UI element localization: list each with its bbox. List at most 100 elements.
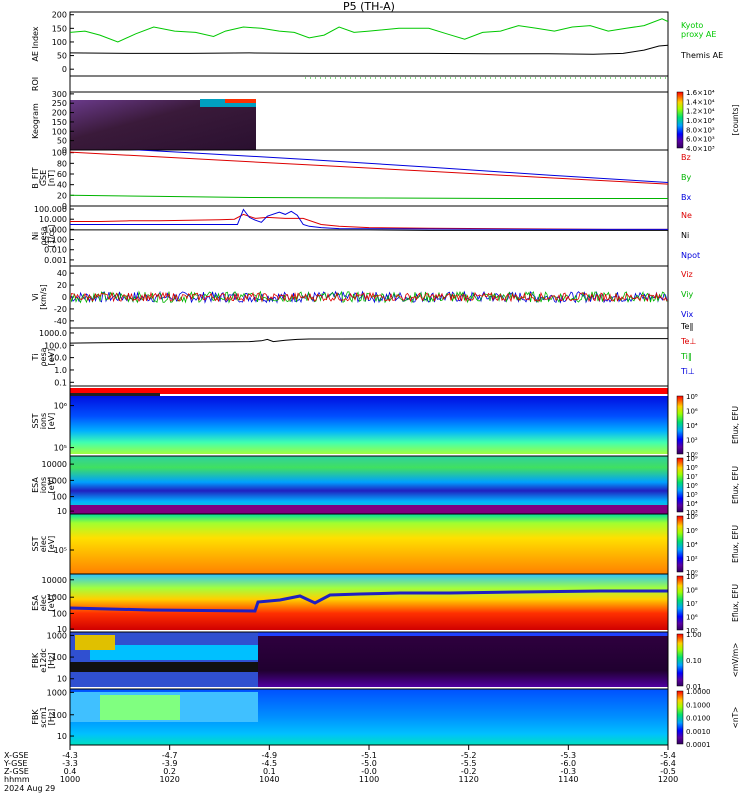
legend-temperature-2-0: Ti‖ — [680, 352, 692, 361]
sst-ion-red-band — [70, 388, 668, 394]
xtick-label-0-0: -4.3 — [62, 751, 78, 760]
ytick-label-velocity-4: -40 — [54, 317, 67, 326]
colorbar-label-sst-electron-4: 10⁰ — [686, 569, 698, 577]
ytick-label-fbk-b-2: 10 — [57, 732, 67, 741]
legend-temperature-0-0: Te‖ — [680, 322, 693, 331]
colorbar-label-fbk-e-1: 0.10 — [686, 657, 702, 665]
esa-ion-spectrogram — [70, 456, 668, 514]
ytick-label-keogram-2: 200 — [52, 109, 67, 118]
ytick-label-keogram-6: 0 — [62, 146, 67, 155]
colorbar-label-esa-ion-6: 10³ — [686, 509, 698, 517]
panel-frame-ae — [69, 11, 669, 77]
colorbar-label-esa-ion-1: 10⁸ — [686, 464, 698, 472]
ytick-label-esa-ion-3: 10 — [57, 507, 67, 516]
keogram-bright-core — [225, 99, 256, 103]
x-row-label-0: X-GSE — [4, 751, 29, 760]
ylabel-sst-electron-2: [eV] — [47, 536, 56, 553]
colorbar-label-sst-ion-1: 10⁶ — [686, 408, 698, 416]
series-bfit-bz — [70, 151, 668, 185]
xtick-label-6-2: -0.5 — [660, 767, 676, 776]
legend-velocity-0-0: Viz — [681, 270, 693, 279]
xtick-label-3-3: 1100 — [359, 775, 379, 784]
ylabel-temperature-0: Ti — [31, 354, 40, 362]
colorbar-label-fbk-b-4: 0.0001 — [686, 741, 711, 749]
fbk-e-top-band — [258, 632, 668, 636]
colorbar-unit-esa-electron: Eflux, EFU — [731, 584, 740, 622]
ylabel-sst-ion-0: SST — [31, 413, 40, 428]
esa-ion-low-band — [70, 505, 668, 514]
ylabel-esa-ion-1: ions — [39, 477, 48, 493]
ytick-label-velocity-0: 40 — [57, 269, 67, 278]
colorbar-label-esa-ion-3: 10⁶ — [686, 482, 698, 490]
colorbar-label-fbk-b-2: 0.0100 — [686, 715, 711, 723]
ylabel-density-1: ρesa — [39, 226, 48, 245]
colorbar-label-fbk-e-0: 1.00 — [686, 631, 702, 639]
colorbar-label-keogram-3: 1.0×10⁴ — [686, 117, 715, 125]
colorbar-label-keogram-6: 4.0×10³ — [686, 145, 715, 153]
ytick-label-density-0: 100.000 — [34, 205, 67, 214]
xtick-label-6-0: -5.4 — [660, 751, 676, 760]
colorbar-label-sst-electron-3: 10² — [686, 555, 698, 563]
colorbar-fbk-e — [676, 633, 684, 687]
ylabel-fbk-b-0: FBK — [31, 709, 40, 725]
legend-ae-1-0: Themis AE — [680, 51, 723, 60]
ytick-label-esa-ion-1: 1000 — [47, 476, 67, 485]
xtick-label-2-3: 1040 — [259, 775, 279, 784]
colorbar-esa-ion — [676, 457, 684, 513]
ytick-label-sst-ion-1: 10⁵ — [54, 444, 67, 453]
colorbar-label-sst-electron-1: 10⁶ — [686, 527, 698, 535]
colorbar-label-fbk-b-0: 1.0000 — [686, 688, 711, 696]
ytick-label-density-3: 0.100 — [44, 236, 67, 245]
xtick-label-3-0: -5.1 — [361, 751, 377, 760]
colorbar-label-keogram-5: 6.0×10³ — [686, 136, 715, 144]
ylabel-density-2: [1/cc] — [47, 225, 56, 248]
legend-velocity-1-0: Viy — [681, 290, 694, 299]
ylabel-keogram-0: Keogram — [31, 103, 40, 139]
xtick-label-2-2: 0.1 — [263, 767, 276, 776]
ytick-label-bfit-1: 80 — [57, 159, 67, 168]
ylabel-sst-electron-1: elec — [39, 536, 48, 552]
ytick-label-bfit-3: 40 — [57, 181, 67, 190]
series-density-ne — [70, 213, 668, 230]
colorbar-sst-ion — [676, 395, 684, 455]
fbk-e-early-mid — [90, 645, 258, 660]
colorbar-unit-keogram: [counts] — [731, 104, 740, 135]
xtick-label-1-1: -3.9 — [162, 759, 178, 768]
xtick-label-4-1: -5.5 — [461, 759, 477, 768]
ytick-label-temperature-3: 1.0 — [54, 366, 67, 375]
ylabel-sst-ion-1: ions — [39, 413, 48, 429]
ytick-label-ae-1: 150 — [52, 24, 67, 33]
ytick-label-ae-3: 50 — [57, 52, 67, 61]
ytick-label-bfit-4: 20 — [57, 191, 67, 200]
ytick-label-keogram-3: 150 — [52, 118, 67, 127]
ytick-label-velocity-2: 0 — [62, 293, 67, 302]
legend-bfit-1-0: By — [681, 173, 691, 182]
ytick-label-ae-2: 100 — [52, 38, 67, 47]
sst-ion-dark-band — [70, 393, 160, 396]
ylabel-temperature-2: [eV] — [47, 349, 56, 366]
legend-density-0-0: Ne — [681, 211, 692, 220]
ytick-label-ae-4: 0 — [62, 65, 67, 74]
colorbar-label-esa-electron-1: 10⁸ — [686, 587, 698, 595]
colorbar-label-sst-ion-3: 10² — [686, 437, 698, 445]
legend-bfit-2-0: Bx — [681, 193, 691, 202]
colorbar-esa-electron — [676, 575, 684, 631]
xtick-label-4-2: -0.2 — [461, 767, 477, 776]
xtick-label-5-3: 1140 — [558, 775, 578, 784]
ytick-label-temperature-0: 1000.0 — [39, 329, 67, 338]
colorbar-label-esa-ion-2: 10⁷ — [686, 473, 698, 481]
colorbar-label-sst-ion-0: 10⁸ — [686, 393, 698, 401]
ytick-label-density-5: 0.001 — [44, 256, 67, 265]
series-density-ni — [70, 229, 668, 231]
sst-elec-spectrogram — [70, 514, 668, 574]
series-velocity-noise-2 — [70, 291, 668, 303]
xtick-label-4-3: 1120 — [458, 775, 478, 784]
ytick-label-keogram-0: 300 — [52, 90, 67, 99]
x-row-label-1: Y-GSE — [3, 759, 27, 768]
colorbar-label-esa-electron-3: 10⁶ — [686, 614, 698, 622]
ylabel-esa-electron-1: elec — [39, 595, 48, 611]
ylabel-sst-electron-0: SST — [31, 536, 40, 551]
legend-ae-0-1: proxy AE — [681, 30, 716, 39]
